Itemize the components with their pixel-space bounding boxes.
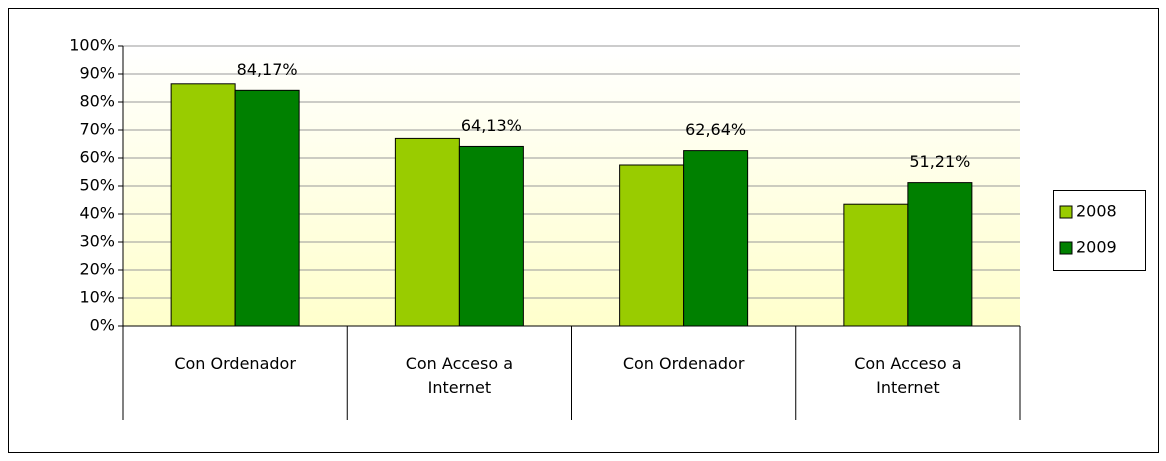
legend-label: 2009 bbox=[1076, 238, 1117, 257]
y-tick-label: 40% bbox=[79, 204, 115, 223]
bar bbox=[683, 150, 749, 327]
bar bbox=[234, 89, 300, 327]
y-tick-label: 10% bbox=[79, 288, 115, 307]
bar bbox=[843, 203, 909, 327]
x-tick-label: Con Ordenador bbox=[174, 354, 296, 373]
value-label: 84,17% bbox=[237, 60, 298, 79]
bar bbox=[458, 145, 524, 327]
value-label: 51,21% bbox=[909, 152, 970, 171]
y-tick-label: 50% bbox=[79, 176, 115, 195]
bar bbox=[170, 83, 236, 327]
y-tick-label: 100% bbox=[69, 36, 115, 55]
bar bbox=[394, 137, 460, 327]
y-tick-label: 0% bbox=[90, 316, 115, 335]
y-tick-label: 60% bbox=[79, 148, 115, 167]
bar bbox=[907, 182, 973, 327]
legend-box bbox=[1053, 190, 1146, 271]
legend-swatch bbox=[1059, 241, 1073, 255]
bar bbox=[619, 164, 685, 327]
value-label: 64,13% bbox=[461, 116, 522, 135]
y-tick-label: 30% bbox=[79, 232, 115, 251]
legend-swatch bbox=[1059, 205, 1073, 219]
x-tick-label: Con Acceso a Internet bbox=[405, 354, 514, 397]
y-tick-label: 90% bbox=[79, 64, 115, 83]
x-tick-label: Con Acceso a Internet bbox=[854, 354, 962, 397]
value-label: 62,64% bbox=[685, 120, 746, 139]
legend-label: 2008 bbox=[1076, 202, 1117, 221]
x-tick-label: Con Ordenador bbox=[622, 354, 745, 373]
y-tick-label: 20% bbox=[79, 260, 115, 279]
y-tick-label: 80% bbox=[79, 92, 115, 111]
y-tick-label: 70% bbox=[79, 120, 115, 139]
